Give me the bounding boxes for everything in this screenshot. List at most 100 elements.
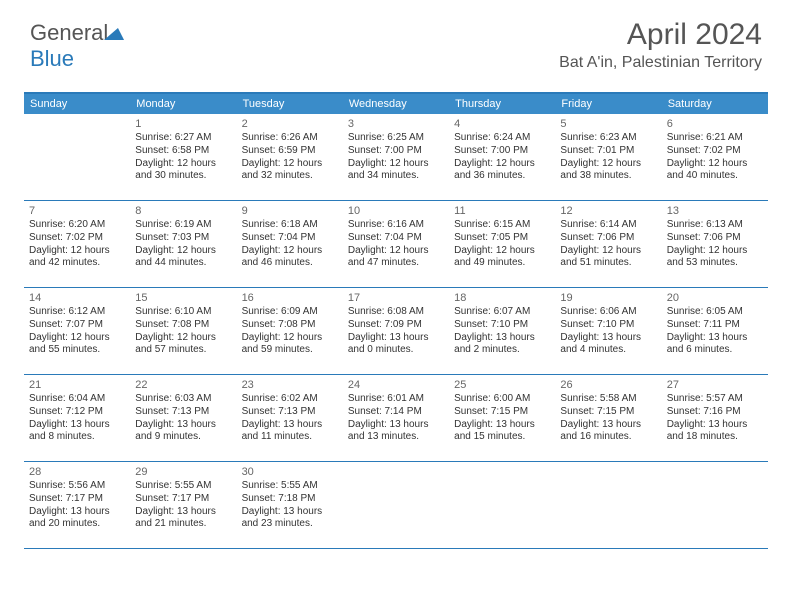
sunrise-text: Sunrise: 6:02 AM: [242, 393, 338, 406]
calendar-day-cell: 25Sunrise: 6:00 AMSunset: 7:15 PMDayligh…: [449, 375, 555, 461]
daylight-text: and 0 minutes.: [348, 344, 444, 357]
daylight-text: Daylight: 13 hours: [667, 419, 763, 432]
dayname-monday: Monday: [130, 94, 236, 114]
calendar-day-cell: 26Sunrise: 5:58 AMSunset: 7:15 PMDayligh…: [555, 375, 661, 461]
daylight-text: and 46 minutes.: [242, 257, 338, 270]
sunrise-text: Sunrise: 6:05 AM: [667, 306, 763, 319]
calendar-day-cell: 20Sunrise: 6:05 AMSunset: 7:11 PMDayligh…: [662, 288, 768, 374]
sunset-text: Sunset: 7:00 PM: [348, 145, 444, 158]
sunrise-text: Sunrise: 6:10 AM: [135, 306, 231, 319]
daylight-text: and 36 minutes.: [454, 170, 550, 183]
calendar-day-cell: 15Sunrise: 6:10 AMSunset: 7:08 PMDayligh…: [130, 288, 236, 374]
calendar-day-cell: 4Sunrise: 6:24 AMSunset: 7:00 PMDaylight…: [449, 114, 555, 200]
day-number: 3: [348, 117, 444, 131]
page-title: April 2024: [559, 18, 762, 52]
page-subtitle: Bat A'in, Palestinian Territory: [559, 54, 762, 72]
daylight-text: Daylight: 12 hours: [454, 158, 550, 171]
daylight-text: and 32 minutes.: [242, 170, 338, 183]
calendar-day-cell: [343, 462, 449, 548]
day-number: 24: [348, 378, 444, 392]
day-number: 7: [29, 204, 125, 218]
sunrise-text: Sunrise: 5:56 AM: [29, 480, 125, 493]
sunset-text: Sunset: 6:59 PM: [242, 145, 338, 158]
calendar-day-cell: 27Sunrise: 5:57 AMSunset: 7:16 PMDayligh…: [662, 375, 768, 461]
calendar-day-cell: 16Sunrise: 6:09 AMSunset: 7:08 PMDayligh…: [237, 288, 343, 374]
daylight-text: Daylight: 13 hours: [454, 419, 550, 432]
sunset-text: Sunset: 7:07 PM: [29, 319, 125, 332]
sunrise-text: Sunrise: 6:04 AM: [29, 393, 125, 406]
calendar-day-cell: [662, 462, 768, 548]
daylight-text: and 16 minutes.: [560, 431, 656, 444]
daylight-text: Daylight: 13 hours: [348, 332, 444, 345]
calendar-day-cell: 3Sunrise: 6:25 AMSunset: 7:00 PMDaylight…: [343, 114, 449, 200]
sunset-text: Sunset: 7:02 PM: [29, 232, 125, 245]
daylight-text: Daylight: 12 hours: [135, 245, 231, 258]
day-number: 29: [135, 465, 231, 479]
daylight-text: and 49 minutes.: [454, 257, 550, 270]
sunrise-text: Sunrise: 6:26 AM: [242, 132, 338, 145]
daylight-text: and 6 minutes.: [667, 344, 763, 357]
day-number: 15: [135, 291, 231, 305]
sunset-text: Sunset: 7:09 PM: [348, 319, 444, 332]
sunset-text: Sunset: 7:08 PM: [242, 319, 338, 332]
sunset-text: Sunset: 7:13 PM: [135, 406, 231, 419]
sunset-text: Sunset: 7:02 PM: [667, 145, 763, 158]
day-number: 5: [560, 117, 656, 131]
daylight-text: Daylight: 12 hours: [135, 158, 231, 171]
daylight-text: Daylight: 13 hours: [454, 332, 550, 345]
day-number: 18: [454, 291, 550, 305]
day-number: 20: [667, 291, 763, 305]
daylight-text: and 51 minutes.: [560, 257, 656, 270]
logo-text-2: Blue: [30, 46, 74, 71]
calendar-day-cell: 24Sunrise: 6:01 AMSunset: 7:14 PMDayligh…: [343, 375, 449, 461]
daylight-text: Daylight: 12 hours: [560, 158, 656, 171]
day-number: 27: [667, 378, 763, 392]
daylight-text: and 20 minutes.: [29, 518, 125, 531]
calendar-day-cell: 14Sunrise: 6:12 AMSunset: 7:07 PMDayligh…: [24, 288, 130, 374]
daylight-text: and 30 minutes.: [135, 170, 231, 183]
daylight-text: and 53 minutes.: [667, 257, 763, 270]
day-number: 22: [135, 378, 231, 392]
day-number: 12: [560, 204, 656, 218]
sunset-text: Sunset: 7:06 PM: [560, 232, 656, 245]
daylight-text: and 59 minutes.: [242, 344, 338, 357]
dayname-sunday: Sunday: [24, 94, 130, 114]
daylight-text: Daylight: 12 hours: [560, 245, 656, 258]
sunset-text: Sunset: 7:00 PM: [454, 145, 550, 158]
calendar-day-cell: 18Sunrise: 6:07 AMSunset: 7:10 PMDayligh…: [449, 288, 555, 374]
day-number: 26: [560, 378, 656, 392]
daylight-text: Daylight: 12 hours: [135, 332, 231, 345]
day-number: 2: [242, 117, 338, 131]
day-number: 11: [454, 204, 550, 218]
day-number: 21: [29, 378, 125, 392]
daylight-text: and 42 minutes.: [29, 257, 125, 270]
daylight-text: and 47 minutes.: [348, 257, 444, 270]
calendar-day-cell: 5Sunrise: 6:23 AMSunset: 7:01 PMDaylight…: [555, 114, 661, 200]
daylight-text: Daylight: 12 hours: [454, 245, 550, 258]
day-number: 28: [29, 465, 125, 479]
dayname-saturday: Saturday: [662, 94, 768, 114]
daylight-text: and 18 minutes.: [667, 431, 763, 444]
day-number: 16: [242, 291, 338, 305]
calendar-day-cell: 23Sunrise: 6:02 AMSunset: 7:13 PMDayligh…: [237, 375, 343, 461]
daylight-text: Daylight: 13 hours: [667, 332, 763, 345]
calendar-day-cell: 17Sunrise: 6:08 AMSunset: 7:09 PMDayligh…: [343, 288, 449, 374]
sunset-text: Sunset: 7:03 PM: [135, 232, 231, 245]
sunrise-text: Sunrise: 6:07 AM: [454, 306, 550, 319]
day-number: 14: [29, 291, 125, 305]
calendar-day-cell: 11Sunrise: 6:15 AMSunset: 7:05 PMDayligh…: [449, 201, 555, 287]
daylight-text: Daylight: 12 hours: [667, 158, 763, 171]
sunrise-text: Sunrise: 6:12 AM: [29, 306, 125, 319]
sunset-text: Sunset: 7:10 PM: [454, 319, 550, 332]
day-number: 1: [135, 117, 231, 131]
daylight-text: and 8 minutes.: [29, 431, 125, 444]
sunrise-text: Sunrise: 6:24 AM: [454, 132, 550, 145]
calendar-day-cell: 29Sunrise: 5:55 AMSunset: 7:17 PMDayligh…: [130, 462, 236, 548]
day-number: 19: [560, 291, 656, 305]
logo: General Blue: [30, 20, 126, 72]
daylight-text: and 4 minutes.: [560, 344, 656, 357]
day-number: 10: [348, 204, 444, 218]
daylight-text: and 38 minutes.: [560, 170, 656, 183]
calendar-day-cell: 1Sunrise: 6:27 AMSunset: 6:58 PMDaylight…: [130, 114, 236, 200]
calendar-day-cell: [555, 462, 661, 548]
